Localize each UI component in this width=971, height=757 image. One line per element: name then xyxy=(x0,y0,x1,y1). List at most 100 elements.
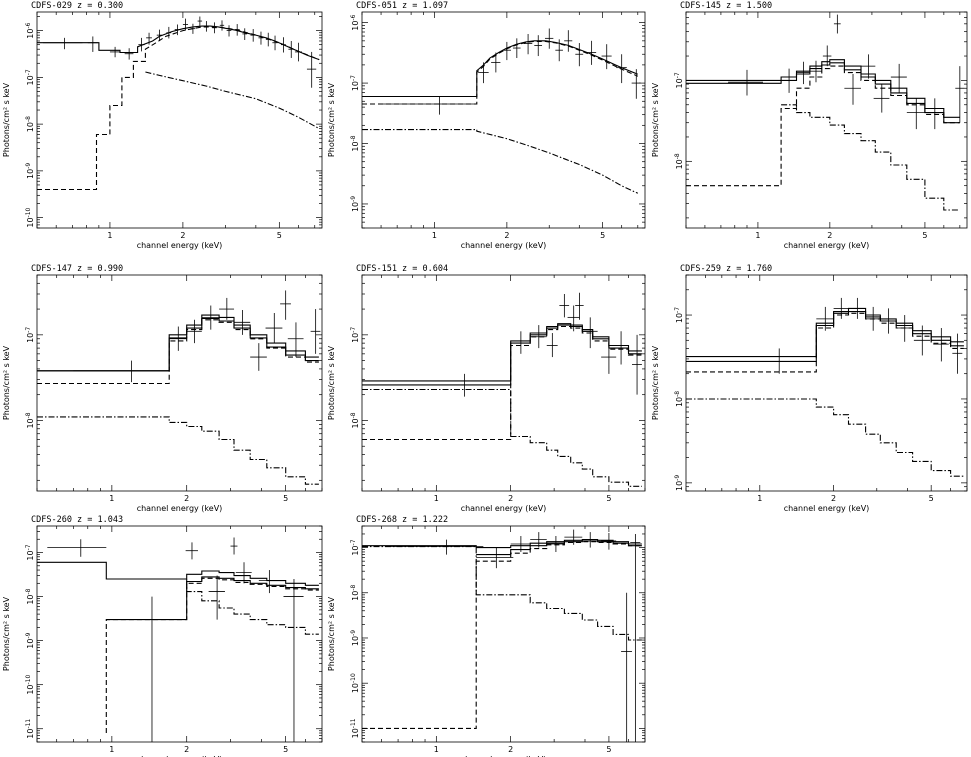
model-curve xyxy=(362,541,642,729)
data-point xyxy=(844,73,861,105)
data-point xyxy=(186,319,202,344)
y-axis-label: Photons/cm² s keV xyxy=(327,82,336,157)
data-point xyxy=(546,536,565,552)
x-tick-label: 2 xyxy=(827,231,832,240)
y-tick-label: 10-7 xyxy=(674,72,684,88)
y-tick-label: 10-8 xyxy=(350,412,360,428)
data-point xyxy=(381,373,511,397)
data-point xyxy=(201,305,220,330)
spectrum-panel: CDFS-260 z = 1.043 1 2 5 10-11 10-10 10-9 10-8 1… xyxy=(2,515,323,757)
model-curve xyxy=(362,323,642,382)
data-point xyxy=(258,570,279,594)
data-point xyxy=(616,54,627,84)
data-point xyxy=(880,308,897,334)
data-point xyxy=(621,592,632,742)
x-tick-label: 5 xyxy=(283,745,288,754)
plot-area xyxy=(362,28,641,194)
data-point xyxy=(226,25,232,37)
data-point xyxy=(138,37,145,52)
y-axis-label: Photons/cm² s keV xyxy=(651,345,660,420)
plot-area xyxy=(686,14,965,211)
x-axis-label: channel energy (keV) xyxy=(137,241,223,250)
y-tick-label: 10-11 xyxy=(350,718,360,738)
model-curve xyxy=(37,561,319,586)
model-curve xyxy=(781,104,960,211)
model-curve xyxy=(362,40,639,105)
x-tick-label: 5 xyxy=(606,745,611,754)
data-point xyxy=(575,43,584,67)
data-point xyxy=(87,36,98,52)
x-tick-label: 2 xyxy=(508,494,513,503)
data-point xyxy=(166,26,172,39)
data-point xyxy=(124,48,134,60)
plot-area xyxy=(686,297,964,477)
data-point xyxy=(190,23,196,34)
plot-frame xyxy=(361,525,646,743)
model-curve xyxy=(105,577,319,733)
y-tick-label: 10-9 xyxy=(350,630,360,646)
y-tick-label: 10-8 xyxy=(25,116,35,132)
data-point xyxy=(182,18,189,31)
data-point xyxy=(530,325,547,349)
spectrum-panel: CDFS-259 z = 1.760 1 2 5 10-9 10-8 10-7 channel… xyxy=(651,264,968,513)
data-point xyxy=(601,340,617,374)
y-axis-label: Photons/cm² s keV xyxy=(2,345,11,420)
data-point xyxy=(197,16,203,27)
panel-title: CDFS-260 z = 1.043 xyxy=(31,515,123,525)
y-tick-label: 10-10 xyxy=(25,207,35,227)
data-point xyxy=(109,46,120,58)
spectrum-panel: CDFS-151 z = 0.604 1 2 5 10-8 10-7 channel ene… xyxy=(327,264,646,513)
data-point xyxy=(242,28,248,40)
data-point xyxy=(534,35,543,57)
data-point xyxy=(567,305,580,332)
x-axis-label: channel energy (keV) xyxy=(461,504,547,513)
y-tick-label: 10-8 xyxy=(350,585,360,601)
spectrum-panel: CDFS-051 z = 1.097 1 2 5 10-9 10-8 10-7 10-6 cha… xyxy=(327,1,646,250)
data-point xyxy=(502,41,511,61)
data-point xyxy=(586,40,597,65)
x-tick-label: 1 xyxy=(755,231,760,240)
data-point xyxy=(234,24,240,36)
model-curve xyxy=(145,71,320,130)
y-tick-label: 10-7 xyxy=(350,327,360,343)
plot-frame xyxy=(361,274,646,492)
y-tick-label: 10-8 xyxy=(674,391,684,407)
data-point xyxy=(631,334,642,395)
data-point xyxy=(43,37,83,50)
data-point xyxy=(865,306,881,331)
data-point xyxy=(721,348,817,374)
plot-frame xyxy=(685,11,968,229)
model-curve xyxy=(362,129,639,194)
data-point xyxy=(555,39,563,62)
data-point xyxy=(955,66,965,123)
y-tick-label: 10-11 xyxy=(25,719,35,739)
y-tick-label: 10-8 xyxy=(350,135,360,151)
data-point xyxy=(510,536,531,552)
plot-frame xyxy=(36,525,323,743)
data-point xyxy=(250,29,256,42)
data-point xyxy=(559,293,570,318)
data-point xyxy=(294,42,302,62)
data-point xyxy=(582,317,598,349)
panel-title: CDFS-051 z = 1.097 xyxy=(356,1,448,11)
x-tick-label: 1 xyxy=(107,231,112,240)
data-point xyxy=(219,20,225,31)
model-curve xyxy=(37,26,320,191)
x-tick-label: 1 xyxy=(434,494,439,503)
y-tick-label: 10-9 xyxy=(25,163,35,179)
x-tick-label: 1 xyxy=(432,231,437,240)
x-tick-label: 2 xyxy=(831,494,836,503)
data-point xyxy=(925,98,943,130)
y-tick-label: 10-6 xyxy=(350,14,360,30)
data-point xyxy=(491,52,501,73)
data-point xyxy=(47,539,107,557)
data-point xyxy=(833,14,841,34)
data-point xyxy=(822,45,832,67)
y-tick-label: 10-10 xyxy=(25,675,35,695)
data-point xyxy=(204,21,209,32)
x-tick-label: 2 xyxy=(184,494,189,503)
y-tick-label: 10-6 xyxy=(25,22,35,38)
y-tick-label: 10-7 xyxy=(25,544,35,560)
data-point xyxy=(575,292,584,320)
